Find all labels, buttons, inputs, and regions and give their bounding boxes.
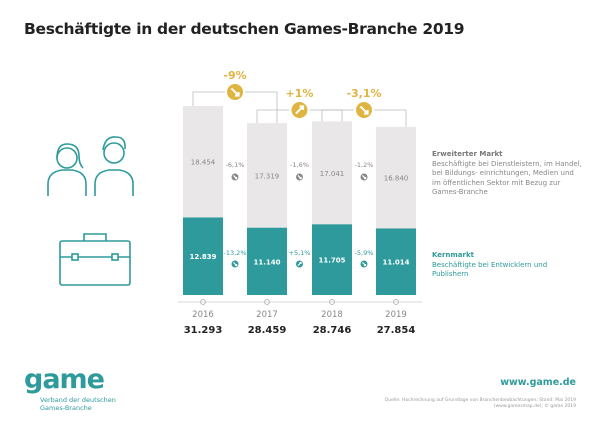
extended-change-arrow-icon-glyph: [233, 175, 238, 180]
core-change-label: -13,2%: [224, 249, 247, 257]
total-change-arrow-icon-glyph: [359, 105, 369, 115]
website-link[interactable]: www.game.de: [500, 377, 576, 388]
core-change-label: -5,9%: [355, 249, 374, 257]
core-change-arrow-icon-glyph: [297, 261, 302, 266]
legend-extended: Erweiterter Markt Beschäftigte bei Diens…: [432, 150, 582, 198]
extended-change-label: -6,1%: [226, 161, 245, 169]
logo-subtitle: Verband der deutschen Games-Branche: [40, 396, 116, 412]
core-change-arrow-icon-glyph: [362, 262, 367, 267]
bar-core-2016: [183, 217, 223, 295]
game-logo: game: [24, 364, 105, 395]
bracket-0: [192, 91, 278, 124]
label-core-2017: 11.140: [253, 258, 280, 266]
legend-extended-desc: Beschäftigte bei Dienstleistern, im Hand…: [432, 159, 582, 197]
total-label-2019: 27.854: [377, 325, 416, 336]
tick-label-2019: 2019: [385, 310, 407, 320]
logo-sub-line1: Verband der deutschen: [40, 396, 116, 404]
total-label-2017: 28.459: [248, 325, 287, 336]
label-core-2018: 11.705: [318, 257, 345, 265]
extended-change-label: -1,2%: [355, 161, 374, 169]
bar-core-2019: [376, 228, 416, 295]
bar-core-2018: [312, 224, 352, 295]
tick-label-2018: 2018: [321, 310, 343, 320]
source-note: Quelle: Hochrechnung auf Grundlage von B…: [384, 398, 576, 409]
legend-core-title: Kernmarkt: [432, 251, 474, 259]
tick-label-2017: 2017: [256, 310, 278, 320]
label-extended-2016: 18.454: [191, 159, 216, 167]
total-change-arrow-icon-glyph: [230, 87, 240, 97]
tick-label-2016: 2016: [192, 310, 214, 320]
total-change-label: -3,1%: [346, 87, 381, 100]
label-extended-2019: 16.840: [384, 175, 409, 183]
bar-extended-2016: [183, 106, 223, 218]
total-label-2018: 28.746: [313, 325, 352, 336]
total-change-arrow-icon-glyph: [295, 105, 305, 115]
extended-change-label: -1,6%: [290, 161, 309, 169]
bar-extended-2018: [312, 121, 352, 225]
legend-core-desc: Beschäftigte bei Entwicklern und Publish…: [432, 260, 548, 279]
legend-core: Kernmarkt Beschäftigte bei Entwicklern u…: [432, 251, 557, 280]
logo-sub-line2: Games-Branche: [40, 404, 92, 412]
core-change-label: +5,1%: [289, 249, 311, 257]
total-change-label: -9%: [223, 69, 246, 82]
core-change-arrow-icon-glyph: [233, 262, 238, 267]
legend-extended-title: Erweiterter Markt: [432, 150, 503, 158]
bracket-2: [321, 109, 407, 127]
label-extended-2017: 17.319: [255, 172, 280, 180]
briefcase-icon: [59, 233, 131, 286]
bar-core-2017: [247, 227, 287, 295]
chart-title: Beschäftigte in der deutschen Games-Bran…: [24, 20, 465, 38]
bar-extended-2017: [247, 123, 287, 228]
total-change-label: +1%: [286, 87, 314, 100]
label-extended-2018: 17.041: [320, 170, 345, 178]
label-core-2016: 12.839: [189, 253, 216, 261]
label-core-2019: 11.014: [382, 259, 409, 267]
people-icon: [47, 136, 134, 196]
extended-change-arrow-icon-glyph: [362, 175, 367, 180]
extended-change-arrow-icon-glyph: [297, 175, 302, 180]
total-label-2016: 31.293: [184, 325, 223, 336]
bar-extended-2019: [376, 126, 416, 229]
